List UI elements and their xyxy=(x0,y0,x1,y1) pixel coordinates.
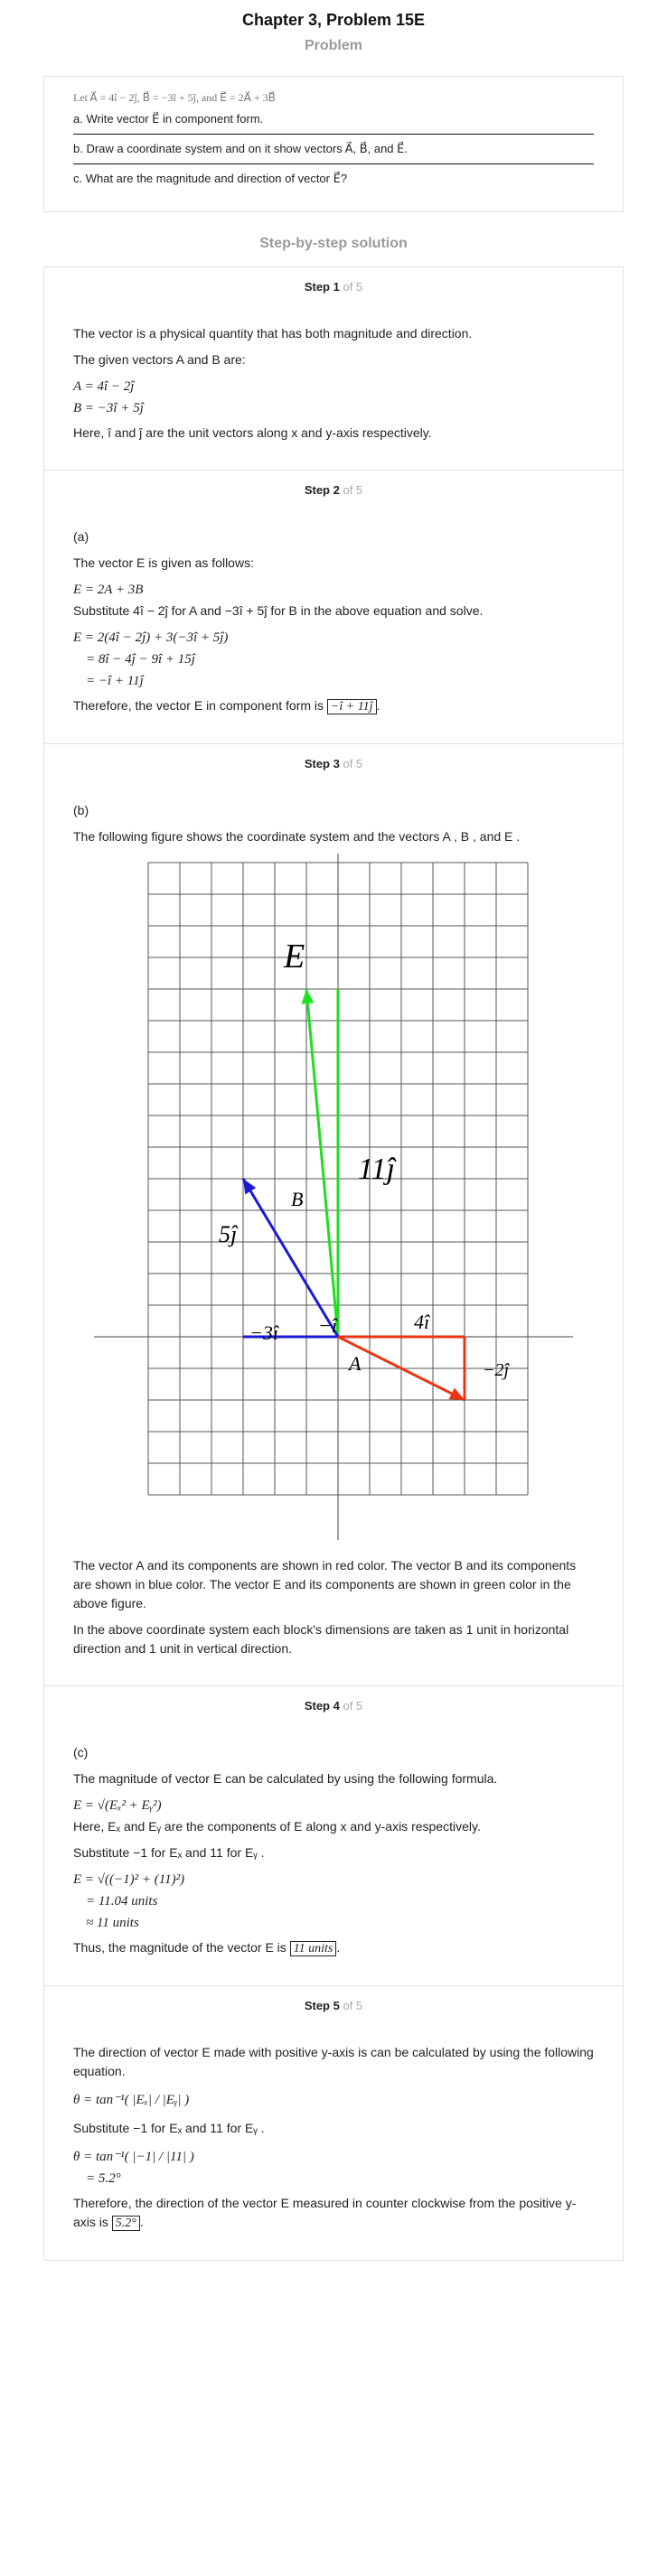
step-3: Step 3 of 5 (b) The following figure sho… xyxy=(44,744,623,1686)
step-5-heading: Step 5 of 5 xyxy=(304,1999,363,2012)
label-E: E⃗ xyxy=(283,938,332,975)
step-5-conclusion: Therefore, the direction of the vector E… xyxy=(73,2196,577,2231)
step-1-eq-b: B = −3î + 5ĵ xyxy=(73,401,144,415)
step-3-para1: The vector A and its components are show… xyxy=(73,1558,577,1610)
problem-given: Let A⃗ = 4î − 2ĵ, B⃗ = −3î + 5ĵ, and E⃗ … xyxy=(73,91,276,104)
step-3-para2: In the above coordinate system each bloc… xyxy=(73,1622,569,1656)
step-5: Step 5 of 5 The direction of vector E ma… xyxy=(44,1986,623,2260)
vector-B-head xyxy=(243,1179,257,1195)
step-4-answer: 11 units xyxy=(289,1941,337,1956)
problem-card: Let A⃗ = 4î − 2ĵ, B⃗ = −3î + 5ĵ, and E⃗ … xyxy=(43,76,624,212)
step-1: Step 1 of 5 The vector is a physical qua… xyxy=(44,267,623,471)
step-1-given: The given vectors A and B are: xyxy=(73,352,246,367)
label-Ex: −î xyxy=(318,1314,339,1337)
step-2-conclusion: Therefore, the vector E in component for… xyxy=(73,698,380,714)
vector-B xyxy=(241,1178,340,1338)
label-B: B⃗ xyxy=(291,1188,319,1210)
solution-card: Step 1 of 5 The vector is a physical qua… xyxy=(43,266,624,2261)
step-5-line1: The direction of vector E made with posi… xyxy=(73,2045,594,2078)
page-title: Chapter 3, Problem 15E xyxy=(241,11,426,29)
solution-heading: Step-by-step solution xyxy=(259,236,408,251)
step-2: Step 2 of 5 (a) The vector E is given as… xyxy=(44,471,623,744)
step-5-eq3: = 5.2° xyxy=(86,2171,121,2186)
step-5-answer: 5.2° xyxy=(111,2216,140,2231)
step-4-line1: The magnitude of vector E can be calcula… xyxy=(73,1771,498,1786)
step-4-line2: Here, Eₓ and Eᵧ are the components of E … xyxy=(73,1819,481,1834)
step-4-eq4: ≈ 11 units xyxy=(86,1916,139,1930)
step-5-eq1: θ = tan⁻¹( |Eₓ| / |Eᵧ| ) xyxy=(73,2093,190,2107)
problem-heading: Problem xyxy=(304,38,362,53)
step-2-eq1: E = 2A + 3B xyxy=(73,583,144,597)
axes xyxy=(94,854,573,1540)
step-5-line2: Substitute −1 for Eₓ and 11 for Eᵧ . xyxy=(73,2121,265,2135)
step-2-part: (a) xyxy=(73,529,89,544)
step-2-heading: Step 2 of 5 xyxy=(304,483,363,497)
vector-A-head xyxy=(448,1387,465,1400)
label-Bx: −3î xyxy=(249,1321,280,1344)
step-3-line1: The following figure shows the coordinat… xyxy=(73,829,521,844)
step-4-eq1: E = √(Eₓ² + Eᵧ²) xyxy=(73,1798,162,1813)
step-3-part: (b) xyxy=(73,803,89,817)
step-1-intro: The vector is a physical quantity that h… xyxy=(73,326,473,341)
step-2-line1: The vector E is given as follows: xyxy=(73,555,254,570)
step-2-line2: Substitute 4î − 2ĵ for A and −3î + 5ĵ fo… xyxy=(73,603,484,618)
problem-part-a: a. Write vector E⃗ in component form. xyxy=(73,112,264,126)
step-4-line3: Substitute −1 for Eₓ and 11 for Eᵧ . xyxy=(73,1845,265,1860)
step-4-eq3: = 11.04 units xyxy=(86,1894,158,1909)
step-2-eq3: = 8î − 4ĵ − 9î + 15ĵ xyxy=(86,652,195,667)
vector-diagram: E⃗ 11ĵ B⃗ 5ĵ −3î −î 4î A⃗ −2ĵ xyxy=(94,854,573,1540)
step-2-answer: −î + 11ĵ xyxy=(326,699,377,714)
label-A: A⃗ xyxy=(347,1352,377,1375)
step-1-eq-a: A = 4î − 2ĵ xyxy=(73,379,135,394)
step-2-eq2: E = 2(4î − 2ĵ) + 3(−3î + 5ĵ) xyxy=(73,630,229,645)
solution-page: Chapter 3, Problem 15E Problem Let A⃗ = … xyxy=(43,11,624,2261)
step-5-eq2: θ = tan⁻¹( |−1| / |11| ) xyxy=(73,2150,194,2164)
step-2-eq4: = −î + 11ĵ xyxy=(86,674,144,688)
label-Ax: 4î xyxy=(414,1311,431,1333)
label-By: 5ĵ xyxy=(219,1221,239,1247)
step-4-heading: Step 4 of 5 xyxy=(304,1699,363,1713)
step-1-heading: Step 1 of 5 xyxy=(304,280,363,294)
vectors xyxy=(241,988,466,1402)
vector-E xyxy=(305,988,340,1338)
step-4-conclusion: Thus, the magnitude of the vector E is 1… xyxy=(73,1940,341,1956)
vector-E-head xyxy=(301,989,315,1004)
step-3-heading: Step 3 of 5 xyxy=(304,757,363,770)
label-Ey: 11ĵ xyxy=(358,1153,397,1186)
vector-labels: E⃗ 11ĵ B⃗ 5ĵ −3î −î 4î A⃗ −2ĵ xyxy=(219,938,510,1380)
step-4: Step 4 of 5 (c) The magnitude of vector … xyxy=(44,1686,623,1986)
problem-part-c: c. What are the magnitude and direction … xyxy=(73,163,594,193)
problem-part-b: b. Draw a coordinate system and on it sh… xyxy=(73,134,594,163)
vector-A xyxy=(337,1335,465,1402)
step-4-part: (c) xyxy=(73,1745,89,1759)
label-Ay: −2ĵ xyxy=(483,1360,510,1380)
step-4-eq2: E = √((−1)² + (11)²) xyxy=(73,1872,185,1887)
step-1-note: Here, î and ĵ are the unit vectors along… xyxy=(73,425,432,440)
